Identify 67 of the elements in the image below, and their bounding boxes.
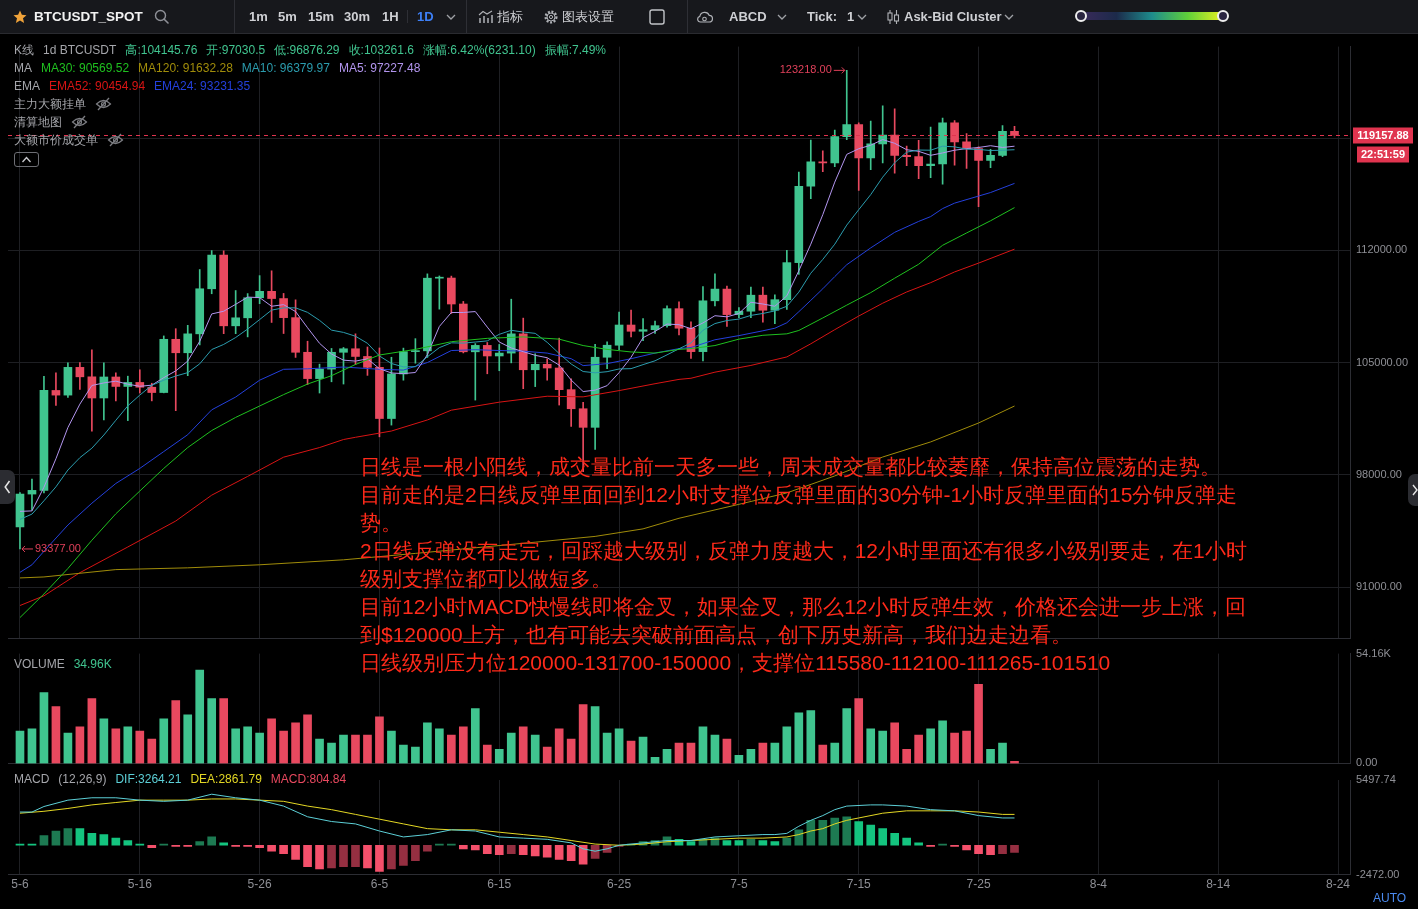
- x-tick-label: 8-24: [1326, 877, 1351, 892]
- y-tick-label: 54.16K: [1356, 646, 1392, 659]
- text: 15m: [308, 9, 335, 24]
- y-tick-label: 98000.00: [1356, 467, 1402, 480]
- text: EMA52: 90454.94: [49, 79, 146, 93]
- x-tick-label: 8-4: [1089, 877, 1108, 892]
- annotation: (12,26,9): [58, 772, 107, 786]
- annotation: 高:104145.76: [125, 43, 198, 57]
- y-tick-label: 105000.00: [1356, 355, 1408, 368]
- x-tick-label: 7-25: [966, 877, 991, 892]
- y-tick-label: 91000.00: [1356, 580, 1402, 593]
- annotation: 低:96876.29: [274, 43, 340, 57]
- annotation: 清算地图: [14, 115, 62, 129]
- text: AUTO: [1373, 891, 1407, 905]
- text: 1H: [382, 9, 399, 24]
- text: 22:51:59: [1360, 148, 1406, 161]
- annotation: 收:103261.6: [348, 43, 414, 57]
- annotation: 34.96K: [73, 657, 112, 671]
- series-label: DIF:3264.21: [115, 772, 182, 786]
- x-tick-label: 8-14: [1206, 877, 1231, 892]
- y-tick-label: 112000.00: [1356, 243, 1408, 256]
- x-tick-label: 5-26: [247, 877, 272, 892]
- x-tick-label: 5-6: [11, 877, 29, 892]
- text: MA30: 90569.52: [41, 61, 130, 75]
- text: 1: [847, 9, 855, 24]
- text: MA120: 91632.28: [138, 61, 233, 75]
- annotation: 开:97030.5: [206, 43, 266, 57]
- x-tick-label: 6-25: [607, 877, 632, 892]
- text: MA10: 96379.97: [241, 61, 330, 75]
- annotation: 日线级别压力位120000-131700-150000，支撑位115580-112100-111265-101510: [360, 650, 1112, 676]
- x-tick-label: 5-16: [127, 877, 153, 892]
- annotation: K线: [14, 43, 35, 57]
- annotation: 123218.00: [779, 63, 832, 76]
- annotation: MACD:804.84: [270, 772, 347, 786]
- annotation: 振幅:7.49%: [544, 43, 607, 57]
- text: ABCD: [729, 9, 767, 24]
- annotation: 2日线反弹没有走完，回踩越大级别，反弹力度越大，12小时里面还有很多小级别要走，在1小时级别支撑位都可以做短多。: [360, 538, 1248, 592]
- annotation: 大额市价成交单: [14, 133, 98, 147]
- text: 图表设置: [562, 9, 614, 24]
- annotation: 涨幅:6.42%(6231.10): [422, 43, 536, 57]
- text: 5m: [278, 9, 297, 24]
- x-tick-label: 6-15: [487, 877, 512, 892]
- annotation: MA: [14, 61, 32, 75]
- x-tick-label: 6-5: [370, 877, 389, 892]
- text: 30m: [344, 9, 371, 24]
- x-tick-label: 7-15: [846, 877, 872, 892]
- text: EMA24: 93231.35: [154, 79, 251, 93]
- y-tick-label: 0.00: [1356, 756, 1378, 769]
- text: 1m: [249, 9, 268, 24]
- text: Tick:: [807, 9, 838, 24]
- annotation: VOLUME: [14, 657, 65, 671]
- text: 1D: [417, 9, 434, 24]
- ref-line-label: 119157.88: [1357, 129, 1409, 142]
- annotation: 目前走的是2日线反弹里面回到12小时支撑位反弹里面的30分钟-1小时反弹里面的15分钟反弹走势。: [360, 482, 1239, 536]
- text: 指标: [497, 9, 523, 24]
- annotation: 主力大额挂单: [14, 97, 86, 111]
- annotation: 1d BTCUSDT: [43, 43, 117, 57]
- text: BTCUSDT_SPOT: [34, 9, 143, 24]
- annotation: 目前12小时MACD快慢线即将金叉，如果金叉，那么12小时反弹生效，价格还会进一步上涨，回到$120000上方，也有可能去突破前面高点，创下历史新高，我们边走边看。: [360, 594, 1247, 648]
- text: MA5: 97227.48: [338, 61, 421, 75]
- y-tick-label: 5497.74: [1356, 773, 1396, 786]
- annotation: MACD: [14, 772, 50, 786]
- series-label: DEA:2861.79: [190, 772, 262, 786]
- y-tick-label: -2472.00: [1356, 867, 1400, 880]
- text: Ask-Bid Cluster: [904, 9, 1002, 24]
- annotation: EMA: [14, 79, 41, 93]
- x-tick-label: 7-5: [730, 877, 748, 892]
